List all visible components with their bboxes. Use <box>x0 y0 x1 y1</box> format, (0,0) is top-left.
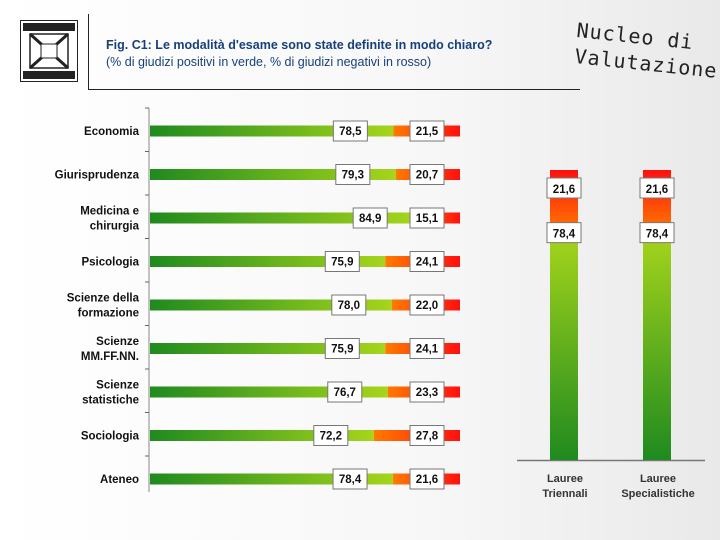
value-label-box <box>352 207 388 229</box>
value-label-box <box>409 207 445 229</box>
value-label-negative: 24,1 <box>416 344 439 356</box>
category-label: Economia <box>84 126 140 138</box>
category-label: Ateneo <box>100 474 139 486</box>
category-label-line: Psicologia <box>81 257 139 269</box>
value-label-box <box>546 177 582 199</box>
value-label-negative: 15,1 <box>416 213 439 225</box>
brand-text-line2: Valutazione <box>573 44 719 83</box>
value-label-negative: 20,7 <box>416 170 438 182</box>
value-label-box <box>409 251 445 272</box>
category-label: Lauree Specialistiche <box>621 473 694 500</box>
value-label-box <box>331 294 367 316</box>
bar-positive <box>150 212 414 224</box>
category-label-line: Medicina e <box>80 206 139 218</box>
value-label-negative: 27,8 <box>416 431 439 443</box>
category-label-line: Ateneo <box>100 474 139 486</box>
value-label-box <box>409 164 445 185</box>
value-label-negative: 21,6 <box>416 474 438 486</box>
value-label-box <box>409 294 445 316</box>
value-label-negative: 21,5 <box>416 126 439 138</box>
bar-positive <box>150 386 388 398</box>
vertical-bars-group: 78,4 21,6 Lauree Triennali 78,4 21,6 Lauree Spe… <box>517 170 705 500</box>
category-label-line: formazione <box>78 308 139 320</box>
value-label-positive: 75,9 <box>331 257 353 269</box>
header-divider-vertical <box>88 14 89 90</box>
value-label-positive: 78,4 <box>646 229 669 241</box>
bar-positive <box>643 232 671 460</box>
category-label-line: chirurgia <box>90 221 140 233</box>
horizontal-bars-group: Economia 78,5 21,5 Giurisprudenza 79,3 20,7 Me… <box>55 107 460 492</box>
category-label: Scienze MM.FF.NN. <box>81 336 139 363</box>
category-label: Lauree Triennali <box>542 473 587 500</box>
value-label-box <box>409 425 445 446</box>
bar-positive <box>150 430 374 441</box>
category-label-line: Scienze della <box>67 293 140 305</box>
value-label-box <box>324 338 360 359</box>
bar-positive <box>150 343 386 354</box>
value-label-box <box>409 468 445 490</box>
category-label-line: Triennali <box>542 488 587 500</box>
bar-positive <box>150 299 392 311</box>
category-label-line: Sociologia <box>81 431 140 443</box>
value-label-positive: 78,4 <box>339 474 362 486</box>
value-label-box <box>313 425 349 446</box>
value-label-box <box>639 177 675 199</box>
category-label-line: Scienze <box>96 336 139 348</box>
category-label: Giurisprudenza <box>55 170 140 182</box>
category-label-line: MM.FF.NN. <box>81 351 139 363</box>
value-label-box <box>332 120 368 142</box>
bar-positive <box>150 473 394 485</box>
chart-subtitle: (% di giudizi positivi in verde, % di gi… <box>106 55 432 69</box>
category-label-line: Scienze <box>96 380 139 392</box>
bar-positive <box>550 232 578 460</box>
value-label-negative: 22,0 <box>416 300 438 312</box>
value-label-positive: 72,2 <box>320 431 342 443</box>
value-label-positive: 76,7 <box>334 387 356 399</box>
value-label-positive: 84,9 <box>359 213 381 225</box>
category-label-line: Lauree <box>640 473 676 485</box>
value-label-negative: 24,1 <box>416 257 439 269</box>
category-label: Sociologia <box>81 431 140 443</box>
value-label-positive: 78,4 <box>553 229 576 241</box>
value-label-box <box>639 222 675 244</box>
bar-positive <box>150 169 396 180</box>
value-label-box <box>409 381 445 403</box>
value-label-negative: 21,6 <box>553 184 575 196</box>
value-label-negative: 23,3 <box>416 387 438 399</box>
value-label-box <box>332 468 368 490</box>
value-label-box <box>327 381 363 403</box>
category-label: Scienze statistiche <box>82 380 139 407</box>
value-label-positive: 75,9 <box>331 344 353 356</box>
value-label-negative: 21,6 <box>646 184 668 196</box>
value-label-positive: 78,0 <box>338 300 360 312</box>
value-label-positive: 78,5 <box>339 126 362 138</box>
bar-positive <box>150 256 386 267</box>
category-label: Scienze della formazione <box>67 293 140 320</box>
category-label-line: Specialistiche <box>621 488 694 500</box>
category-label-line: statistiche <box>82 395 139 407</box>
chart-title: Fig. C1: Le modalità d'esame sono state … <box>106 38 493 52</box>
header-divider-horizontal <box>88 89 580 90</box>
category-label: Psicologia <box>81 257 139 269</box>
value-label-box <box>324 251 360 272</box>
value-label-positive: 79,3 <box>342 170 364 182</box>
category-label-line: Giurisprudenza <box>55 170 140 182</box>
value-label-box <box>409 338 445 359</box>
value-label-box <box>546 222 582 244</box>
chart-area: Economia 78,5 21,5 Giurisprudenza 79,3 20,7 Me… <box>55 107 705 500</box>
bar-positive <box>150 125 394 137</box>
category-label: Medicina e chirurgia <box>80 206 139 233</box>
value-label-box <box>335 164 371 185</box>
university-logo <box>20 20 78 82</box>
value-label-box <box>409 120 445 142</box>
category-label-line: Economia <box>84 126 140 138</box>
category-label-line: Lauree <box>547 473 583 485</box>
